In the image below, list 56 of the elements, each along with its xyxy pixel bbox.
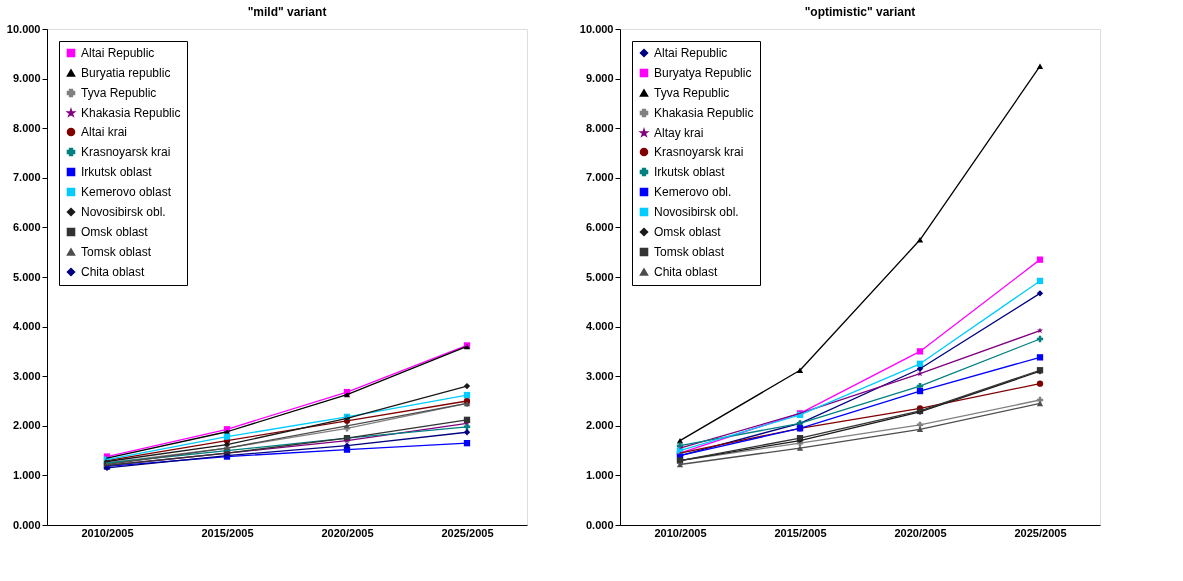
chart-title: "mild" variant [247,5,327,19]
x-tick-label: 2025/2005 [1014,526,1067,539]
legend-label: Altai Republic [654,46,728,60]
legend-label: Omsk oblast [81,225,149,239]
chart-title: "optimistic" variant [804,5,916,19]
legend-label: Omsk oblast [654,225,722,239]
y-tick-label: 1.000 [585,468,614,481]
legend-label: Buryatia republic [81,66,171,80]
x-tick-label: 2015/2005 [774,526,827,539]
legend-label: Chita oblast [81,265,146,279]
legend-label: Altay krai [654,126,704,140]
x-tick-label: 2010/2005 [81,526,134,539]
x-tick-label: 2010/2005 [654,526,707,539]
legend-label: Kemerovo oblast [81,185,172,199]
y-tick-label: 0.000 [585,518,614,531]
legend-label: Buryatya Republic [654,66,752,80]
legend-label: Tomsk oblast [654,245,725,259]
y-tick-label: 9.000 [12,72,41,85]
y-tick-label: 6.000 [585,220,614,233]
y-tick-label: 7.000 [585,171,614,184]
legend-label: Krasnoyarsk krai [654,145,744,159]
x-tick-label: 2015/2005 [201,526,254,539]
y-tick-label: 4.000 [585,320,614,333]
legend-label: Chita oblast [654,265,719,279]
legend-label: Altai Republic [81,46,155,60]
y-tick-label: 1.000 [12,468,41,481]
x-tick-label: 2020/2005 [321,526,374,539]
y-tick-label: 8.000 [12,121,41,134]
y-tick-label: 2.000 [585,419,614,432]
legend-label: Khakasia Republic [81,106,181,120]
y-tick-label: 3.000 [585,369,614,382]
y-tick-label: 6.000 [12,220,41,233]
legend-label: Novosibirsk obl. [81,205,166,219]
y-tick-label: 0.000 [12,518,41,531]
y-tick-label: 10.000 [579,22,614,35]
y-tick-label: 10.000 [6,22,41,35]
legend-label: Altai krai [81,125,128,139]
y-tick-label: 3.000 [12,369,41,382]
y-tick-label: 8.000 [585,121,614,134]
y-tick-label: 7.000 [12,171,41,184]
legend-label: Kemerovo obl. [654,185,732,199]
legend-label: Tomsk oblast [81,245,152,259]
x-tick-label: 2020/2005 [894,526,947,539]
legend-label: Tyva Republic [81,86,157,100]
legend-label: Novosibirsk obl. [654,205,739,219]
legend-label: Tyva Republic [654,86,730,100]
y-tick-label: 9.000 [585,72,614,85]
y-tick-label: 5.000 [12,270,41,283]
y-tick-label: 2.000 [12,419,41,432]
legend-label: Irkutsk oblast [81,165,153,179]
y-tick-label: 5.000 [585,270,614,283]
x-tick-label: 2025/2005 [441,526,494,539]
y-tick-label: 4.000 [12,320,41,333]
legend-label: Krasnoyarsk krai [81,145,171,159]
legend-label: Irkutsk oblast [654,165,726,179]
legend-label: Khakasia Republic [654,106,754,120]
